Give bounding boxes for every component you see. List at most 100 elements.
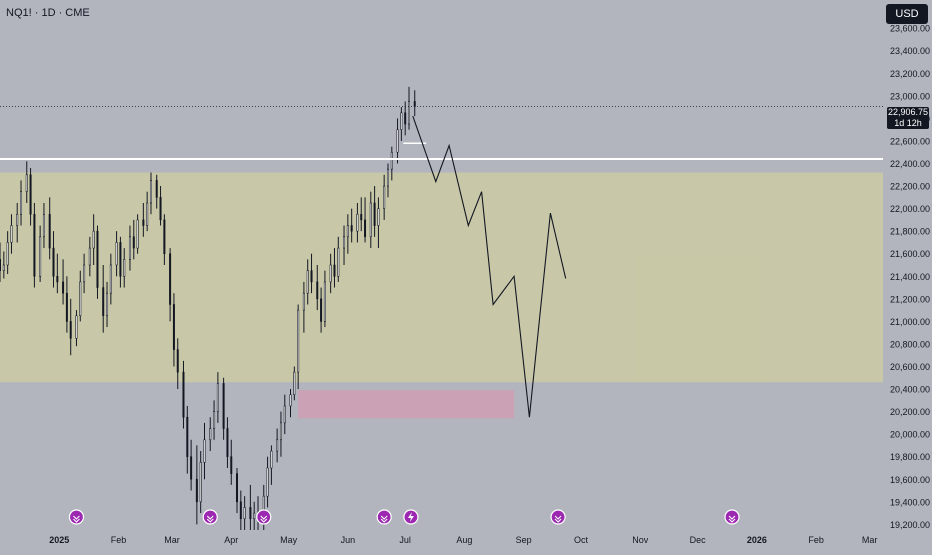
dividend-icon[interactable] [68,509,85,525]
candle-body [216,383,219,412]
dividend-icon[interactable] [376,509,392,525]
candle-body [190,456,193,480]
bar-countdown: 1d 12h [894,118,922,128]
candle-body [302,292,305,311]
last-price-badge: 22,906.75 1d 12h [887,107,929,129]
candle-body [136,219,139,249]
candle-body [62,281,65,294]
y-tick-label: 19,400.00 [890,497,930,507]
candle-body [79,281,82,317]
candle-body [235,473,238,503]
candle-body [199,462,202,503]
candle-body [39,236,42,277]
x-tick-label: Apr [224,535,238,545]
x-tick-label: Nov [632,535,649,545]
y-tick-label: 23,400.00 [890,46,930,56]
candle-body [213,411,216,429]
x-tick-label: Mar [164,535,180,545]
chevron-glyph [260,515,268,523]
candle-body [289,394,292,407]
y-tick-label: 20,600.00 [890,362,930,372]
candle-body [390,151,393,170]
dividend-icon-circle [202,509,218,525]
dividend-icon[interactable] [202,509,218,525]
candle-body [239,501,242,520]
x-tick-label: Feb [808,535,824,545]
candle-body [52,247,55,277]
candle-body [176,349,179,373]
candle-body [404,112,407,125]
x-tick-label: 2026 [747,535,767,545]
y-tick-label: 20,000.00 [890,430,930,440]
earnings-flash-icon[interactable] [403,509,419,525]
y-tick-label: 20,400.00 [890,385,930,395]
y-tick-label: 21,000.00 [890,317,930,327]
range-zone[interactable] [0,172,883,383]
y-tick-label: 23,000.00 [890,91,930,101]
dividend-icon-circle [724,509,740,525]
candle-body [96,230,99,288]
candle-body [186,416,189,458]
x-tick-label: Sep [516,535,532,545]
candle-body [297,309,300,373]
dividend-icon[interactable] [550,509,566,525]
y-tick-label: 22,600.00 [890,136,930,146]
candle-body [306,270,309,294]
y-tick-label: 20,800.00 [890,339,930,349]
candle-body [316,281,319,300]
candle-body [323,281,326,322]
candle-body [293,371,296,395]
candle-body [128,236,131,260]
candle-body [75,315,78,339]
candle-body [373,202,376,226]
flash-glyph [407,512,414,522]
x-tick-label: 2025 [49,535,69,545]
x-tick-label: Oct [574,535,589,545]
candle-body [92,230,95,249]
dividend-icon[interactable] [256,509,272,525]
x-tick-label: Jul [399,535,411,545]
candle-body [249,507,252,520]
y-tick-label: 21,400.00 [890,272,930,282]
candle-body [276,439,279,452]
currency-button[interactable]: USD [886,4,928,24]
candle-body [356,213,359,232]
chevron-glyph [73,515,80,523]
ticker-label[interactable]: NQ1! · 1D · CME [6,7,90,19]
candle-body [346,225,349,238]
candle-body [337,247,340,277]
candle-body [396,129,399,153]
candle-body [253,512,256,520]
candle-body [2,264,5,271]
candle-body [146,202,149,226]
y-tick-label: 22,200.00 [890,182,930,192]
markers-layer[interactable] [68,509,740,525]
candles-layer [0,86,416,530]
y-tick-label: 19,600.00 [890,475,930,485]
x-tick-label: Jun [341,535,356,545]
candle-body [279,422,282,441]
candle-body [172,304,175,350]
candle-body [42,213,45,238]
dividend-icon[interactable] [724,509,740,525]
chevron-glyph [554,515,562,523]
candle-body [383,185,386,209]
candle-body [203,439,206,463]
y-tick-label: 23,200.00 [890,69,930,79]
candle-body [29,174,32,215]
projection-path[interactable] [412,115,567,418]
dividend-icon-circle [550,509,566,525]
y-tick-label: 21,600.00 [890,249,930,259]
demand-zone[interactable] [298,390,515,419]
candle-body [155,180,158,198]
candle-body [83,264,86,283]
candle-body [408,101,411,125]
y-tick-label: 22,000.00 [890,204,930,214]
candle-body [270,450,273,469]
candle-body [413,101,416,107]
candle-body [20,191,23,215]
candle-body [266,467,269,497]
candle-body [310,270,313,283]
